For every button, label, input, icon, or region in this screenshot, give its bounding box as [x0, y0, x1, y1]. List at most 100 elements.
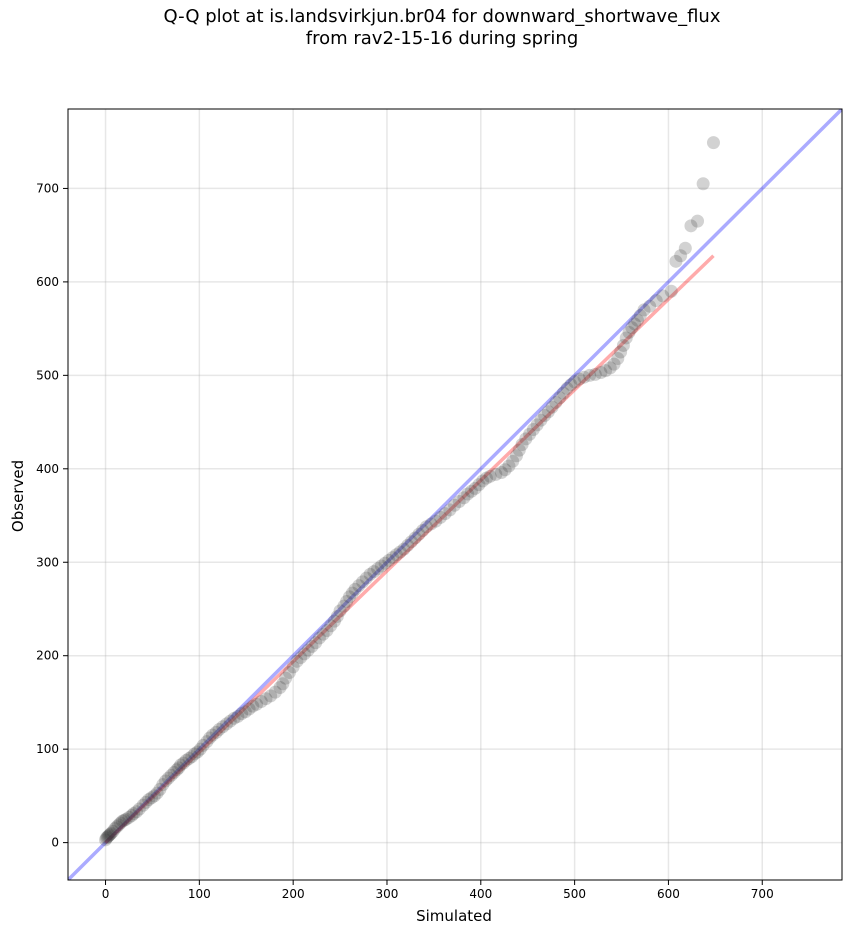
- y-axis-label: Observed: [9, 460, 27, 532]
- data-point: [684, 219, 698, 233]
- data-point: [356, 575, 370, 589]
- data-point: [530, 418, 544, 432]
- data-point: [424, 517, 438, 531]
- data-point: [483, 469, 497, 483]
- data-point: [297, 647, 311, 661]
- data-point: [104, 826, 118, 840]
- data-point: [167, 766, 181, 780]
- data-point: [553, 391, 567, 405]
- data-point: [468, 481, 482, 495]
- data-point: [374, 559, 388, 573]
- data-point: [150, 786, 164, 800]
- data-point: [393, 545, 407, 559]
- data-point: [378, 556, 392, 570]
- data-point: [583, 368, 597, 382]
- data-point: [122, 810, 136, 824]
- data-point: [622, 325, 636, 339]
- data-point: [99, 831, 113, 845]
- data-point: [443, 503, 457, 517]
- data-point: [489, 467, 503, 481]
- data-point: [276, 677, 290, 691]
- data-point: [568, 375, 582, 389]
- data-point: [324, 619, 338, 633]
- data-point: [340, 595, 354, 609]
- points-layer: [99, 136, 720, 847]
- x-tick-label: 400: [469, 887, 492, 901]
- data-point: [170, 763, 184, 777]
- chart-title-line-2: from rav2-15-16 during spring: [305, 28, 579, 49]
- data-point: [560, 381, 574, 395]
- data-point: [419, 520, 433, 534]
- data-point: [643, 299, 657, 313]
- data-point: [404, 535, 418, 549]
- data-point: [203, 731, 217, 745]
- y-tick-label: 100: [36, 742, 59, 756]
- plot-area: [68, 109, 842, 880]
- x-tick-label: 300: [376, 887, 399, 901]
- data-point: [129, 805, 143, 819]
- data-point: [231, 709, 245, 723]
- data-point: [549, 395, 563, 409]
- data-point: [461, 487, 475, 501]
- lines-layer: [68, 109, 842, 880]
- data-point: [290, 654, 304, 668]
- data-point: [363, 567, 377, 581]
- data-point: [691, 214, 705, 228]
- y-tick-label: 500: [36, 368, 59, 382]
- data-point: [242, 702, 256, 716]
- data-point: [572, 372, 586, 386]
- data-point: [156, 778, 170, 792]
- data-point: [664, 284, 678, 298]
- x-tick-label: 200: [282, 887, 305, 901]
- data-point: [594, 366, 608, 380]
- data-point: [433, 510, 447, 524]
- y-axis-ticks: 0 100 200 300 400 500 600 700: [36, 181, 68, 850]
- data-point: [457, 491, 471, 505]
- data-point: [286, 660, 300, 674]
- data-point: [603, 361, 617, 375]
- data-point: [472, 478, 486, 492]
- data-point: [259, 692, 273, 706]
- data-point: [227, 711, 241, 725]
- data-point: [264, 689, 278, 703]
- data-point: [147, 789, 161, 803]
- data-point: [337, 599, 351, 613]
- data-point: [176, 756, 190, 770]
- x-axis-ticks: 0 100 200 300 400 500 600 700: [102, 880, 774, 901]
- data-point: [438, 507, 452, 521]
- chart-title-line-1: Q-Q plot at is.landsvirkjun.br04 for dow…: [163, 6, 721, 27]
- data-point: [312, 631, 326, 645]
- data-point: [117, 813, 131, 827]
- data-point: [367, 565, 381, 579]
- data-point: [696, 177, 710, 191]
- data-point: [371, 562, 385, 576]
- data-point: [512, 443, 526, 457]
- fit-line: [104, 254, 715, 844]
- data-point: [106, 824, 120, 838]
- data-point: [112, 818, 126, 832]
- data-point: [386, 551, 400, 565]
- data-point: [301, 643, 315, 657]
- x-tick-label: 500: [563, 887, 586, 901]
- data-point: [564, 378, 578, 392]
- data-point: [136, 798, 150, 812]
- data-point: [101, 829, 115, 843]
- data-point: [139, 795, 153, 809]
- data-point: [523, 427, 537, 441]
- data-point: [412, 527, 426, 541]
- x-tick-label: 100: [188, 887, 211, 901]
- data-point: [448, 498, 462, 512]
- data-point: [209, 725, 223, 739]
- data-point: [188, 747, 202, 761]
- data-point: [172, 761, 186, 775]
- data-point: [223, 714, 237, 728]
- data-point: [205, 728, 219, 742]
- data-point: [159, 774, 173, 788]
- data-point: [119, 812, 133, 826]
- data-point: [110, 820, 124, 834]
- data-point: [498, 463, 512, 477]
- data-point: [541, 405, 555, 419]
- chart-title: Q-Q plot at is.landsvirkjun.br04 for dow…: [0, 6, 851, 50]
- data-point: [545, 400, 559, 414]
- data-point: [182, 752, 196, 766]
